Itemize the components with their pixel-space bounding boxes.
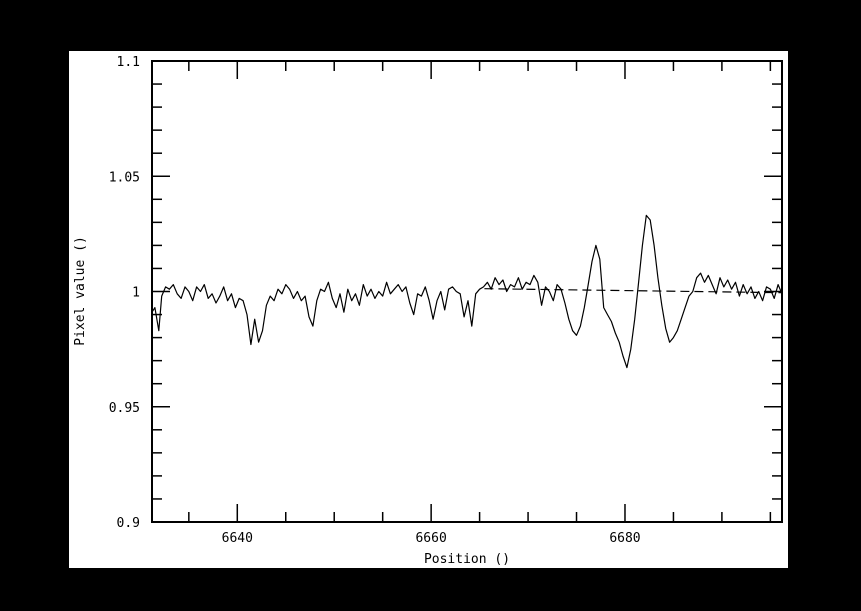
y-tick-label: 0.95	[109, 401, 140, 416]
spectrum-line	[151, 214, 783, 369]
y-tick-label: 1.1	[117, 55, 140, 70]
y-tick-label: 0.9	[117, 516, 140, 531]
x-tick-label: 6680	[609, 531, 640, 546]
x-tick-label: 6660	[415, 531, 446, 546]
continuum-fit-line	[484, 288, 783, 294]
y-tick-label: 1.05	[109, 170, 140, 185]
y-tick-label: 1	[132, 286, 140, 301]
x-axis-label: Position ()	[424, 552, 510, 567]
x-tick-label: 6640	[222, 531, 253, 546]
axis-tick-labels: 6640 6660 6680 0.9 0.95 1 1.05 1.1	[109, 55, 641, 546]
data-curves	[151, 214, 783, 369]
plot-panel: 6640 6660 6680 0.9 0.95 1 1.05 1.1 Position () …	[69, 51, 788, 568]
y-axis-label: Pixel value ()	[73, 236, 88, 346]
axis-ticks	[152, 60, 782, 523]
